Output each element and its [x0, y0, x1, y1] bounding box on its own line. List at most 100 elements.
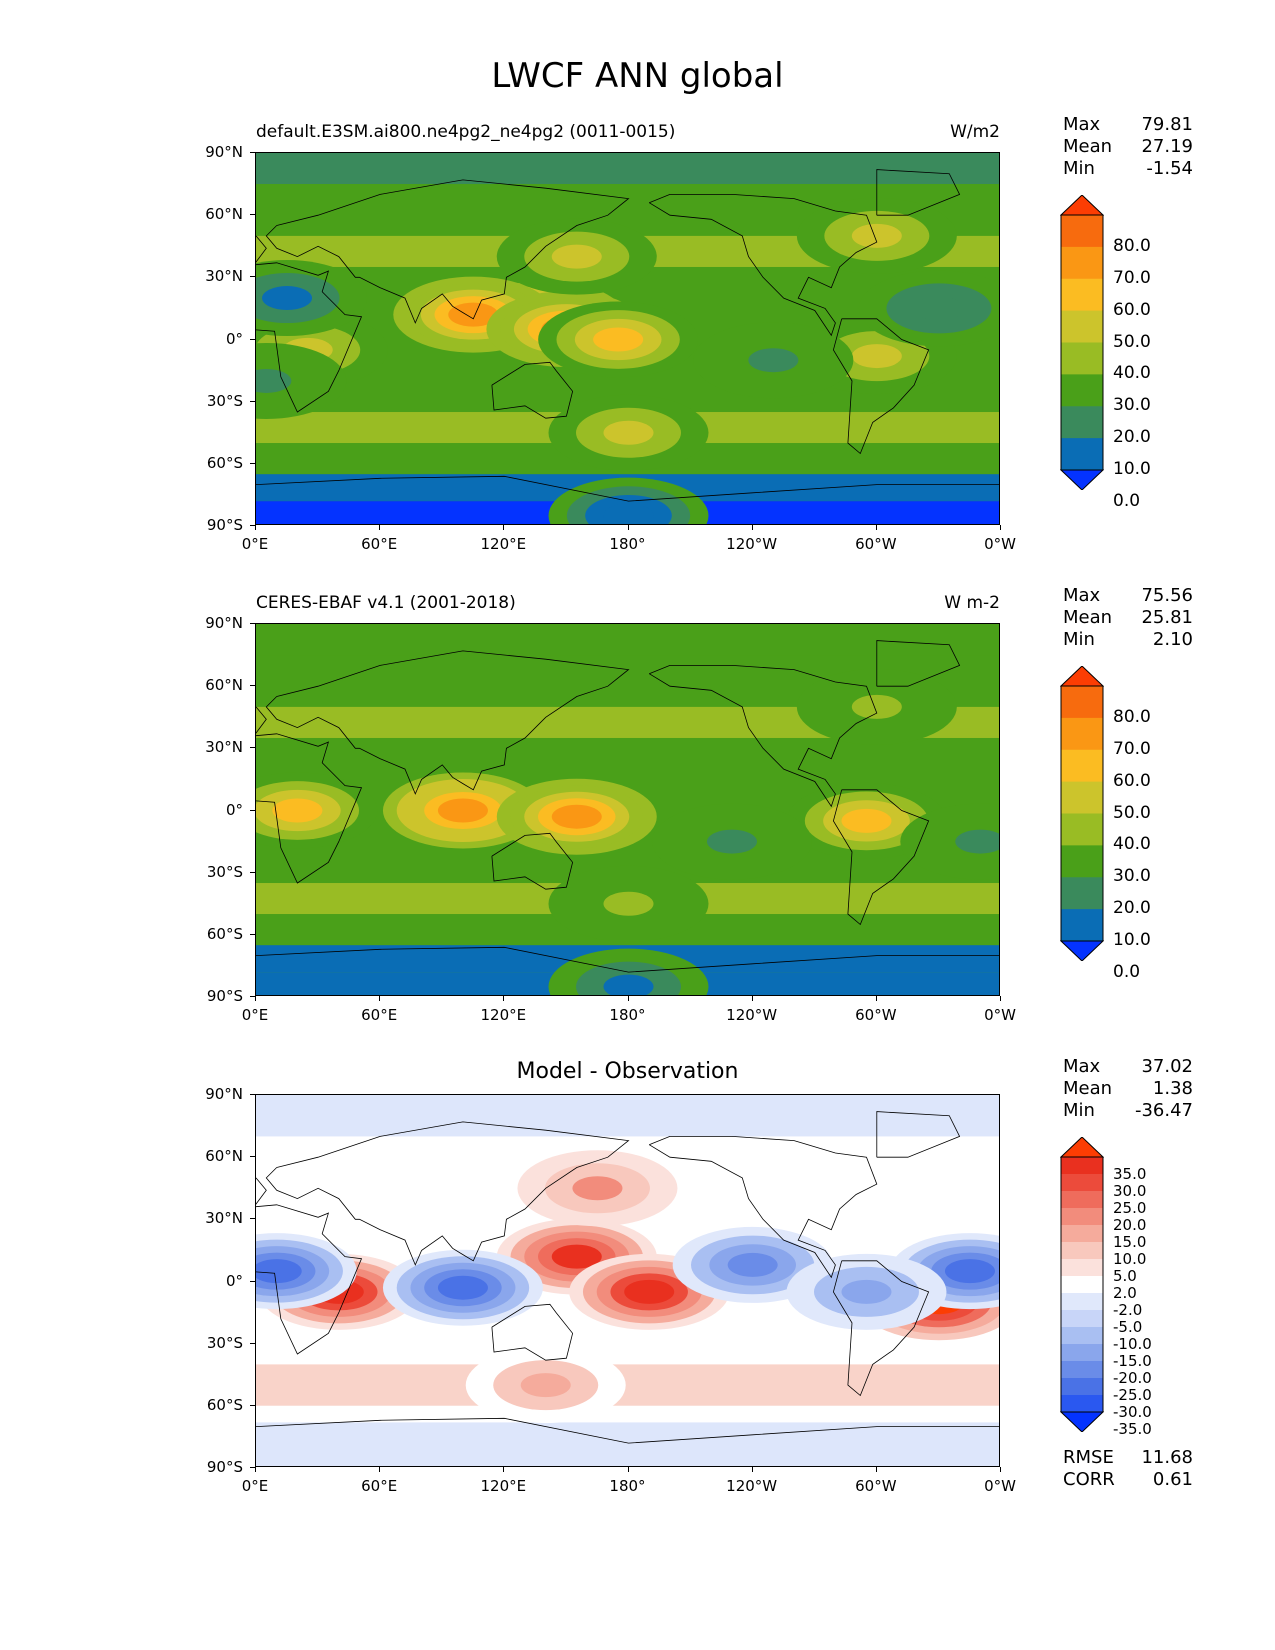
field-feature-7 [944, 1259, 995, 1284]
colorbar-label: -10.0 [1113, 1335, 1152, 1353]
colorbar-segment [1061, 246, 1103, 280]
colorbar-segment [1061, 1276, 1103, 1294]
stat-value: 2.10 [1152, 629, 1193, 650]
field-feature-0 [437, 798, 488, 823]
lat-band-3 [256, 1405, 999, 1423]
stat-value: -36.47 [1134, 1100, 1193, 1121]
colorbar-label: 80.0 [1113, 235, 1151, 256]
lon-tick-label: 60°W [855, 1006, 897, 1024]
colorbar-segment [1061, 1157, 1103, 1175]
colorbar-label: -2.0 [1113, 1301, 1143, 1319]
field-feature-8 [262, 286, 313, 311]
stat-row: Max 37.02 [1063, 1056, 1193, 1078]
lon-tick-mark [255, 525, 256, 530]
stat-name: RMSE [1063, 1447, 1114, 1468]
stat-value: 79.81 [1141, 114, 1193, 135]
field-feature-10 [603, 420, 654, 445]
colorbar-label: 80.0 [1113, 706, 1151, 727]
lon-tick-mark [255, 996, 256, 1001]
colorbar-label: 60.0 [1113, 299, 1151, 320]
lat-tick-label: 60°N [205, 1147, 243, 1166]
coastline [256, 475, 999, 502]
colorbar [1059, 665, 1105, 965]
stat-name: Max [1063, 1056, 1101, 1077]
colorbar-segment [1061, 438, 1103, 471]
colorbar-frame [1060, 685, 1104, 942]
colorbar [1059, 1136, 1105, 1436]
field-feature-7 [851, 694, 902, 719]
colorbar-segment [1061, 909, 1103, 942]
field-feature-4 [706, 829, 757, 854]
map-panel [255, 152, 1000, 525]
colorbar-extend-min [1059, 940, 1105, 962]
stat-row: Mean 25.81 [1063, 607, 1193, 629]
lon-tick-mark [751, 525, 753, 530]
field-feature-9 [256, 368, 292, 393]
field-feature-8 [841, 1279, 892, 1304]
colorbar-segment [1061, 215, 1103, 248]
lat-tick-mark [250, 685, 255, 687]
colorbar-label: 70.0 [1113, 267, 1151, 288]
lat-tick-label: 0° [225, 1271, 243, 1290]
lat-tick-mark [250, 623, 255, 624]
colorbar-extend-max [1059, 665, 1105, 687]
lon-tick-label: 60°W [855, 1477, 897, 1495]
colorbar-segment [1061, 1344, 1103, 1362]
lat-tick-label: 60°S [206, 924, 243, 943]
coastline [256, 706, 363, 884]
coastline [256, 1177, 363, 1355]
field-feature-1 [551, 804, 602, 829]
colorbar-segment [1061, 1259, 1103, 1277]
colorbar-extend-max [1059, 194, 1105, 216]
lat-tick-mark [250, 871, 255, 873]
lon-tick-mark [627, 525, 629, 530]
colorbar-label: -25.0 [1113, 1386, 1152, 1404]
colorbar-label: 20.0 [1113, 1216, 1147, 1234]
lon-tick-label: 120°W [726, 1477, 778, 1495]
field-feature-3 [593, 327, 644, 352]
colorbar-label: 10.0 [1113, 930, 1151, 950]
stat-value: 37.02 [1141, 1056, 1193, 1077]
lat-tick-label: 30°S [206, 862, 243, 881]
lon-tick-label: 120°W [726, 535, 778, 553]
lat-tick-label: 60°N [205, 676, 243, 695]
coastline [832, 789, 930, 926]
stat-value: 1.38 [1152, 1078, 1193, 1099]
colorbar-extend-max [1059, 1136, 1105, 1158]
lon-tick-label: 0°W [984, 1477, 1016, 1495]
colorbar-label: 10.0 [1113, 459, 1151, 479]
lon-tick-label: 180° [609, 1006, 646, 1024]
lat-tick-mark [250, 809, 255, 811]
map-plot [256, 624, 999, 995]
lon-tick-mark [503, 1467, 505, 1472]
lat-tick-mark [250, 338, 255, 340]
colorbar-label: 20.0 [1113, 427, 1151, 448]
stat-name: Mean [1063, 607, 1113, 628]
colorbar-label: 70.0 [1113, 738, 1151, 759]
lon-tick-mark [875, 996, 877, 1001]
lon-tick-mark [379, 996, 381, 1001]
field-feature-0 [551, 1244, 602, 1269]
lat-tick-label: 0° [225, 800, 243, 819]
stat-value: 0.61 [1152, 1469, 1193, 1490]
lon-tick-label: 0°W [984, 1006, 1016, 1024]
lon-tick-mark [751, 996, 753, 1001]
lat-tick-label: 30°N [205, 1209, 243, 1228]
colorbar-label: 30.0 [1113, 866, 1151, 887]
stat-name: CORR [1063, 1469, 1115, 1490]
colorbar-segment [1061, 845, 1103, 878]
lon-tick-mark [627, 1467, 629, 1472]
coastline [256, 946, 999, 973]
lat-tick-mark [250, 933, 255, 935]
field-feature-5 [851, 344, 902, 369]
lon-tick-mark [875, 1467, 877, 1472]
colorbar-segment [1061, 1208, 1103, 1226]
panel-title-left: default.E3SM.ai800.ne4pg2_ne4pg2 (0011-0… [256, 122, 676, 142]
field-feature-1 [448, 302, 499, 327]
lon-tick-label: 60°E [361, 1477, 398, 1495]
field-feature-4 [437, 1275, 488, 1300]
rmse-corr-box: RMSE 11.68 CORR 0.61 [1063, 1447, 1193, 1491]
field-feature-13 [603, 503, 654, 524]
coastline [491, 832, 574, 890]
field-feature-12 [551, 244, 602, 269]
